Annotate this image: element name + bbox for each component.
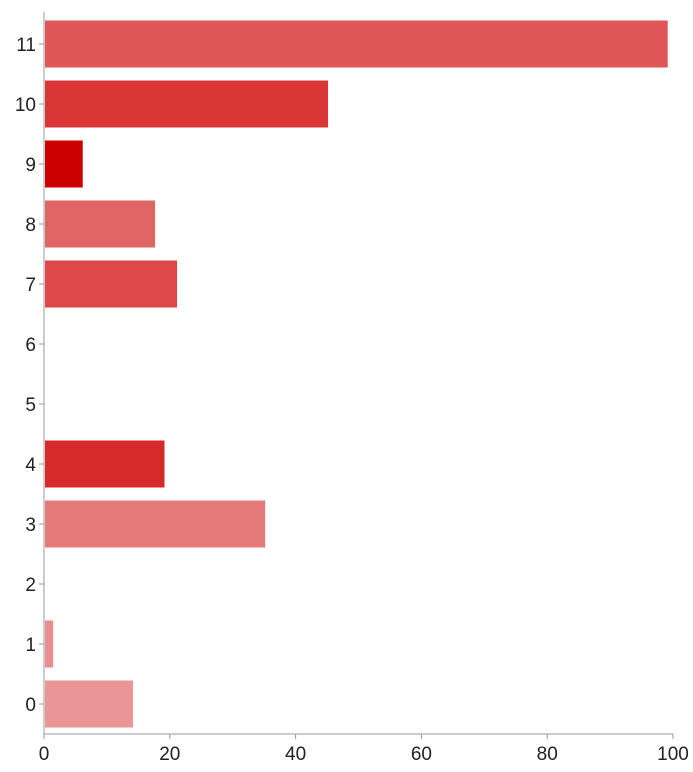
bars-layer xyxy=(45,20,668,728)
bar-7 xyxy=(45,260,178,308)
bar-9 xyxy=(45,140,83,188)
x-tick-label-60: 60 xyxy=(411,744,432,765)
y-tick-label-7: 7 xyxy=(25,275,36,296)
y-tick-label-3: 3 xyxy=(25,515,36,536)
x-tick-label-100: 100 xyxy=(657,744,689,765)
y-tick-label-10: 10 xyxy=(15,95,36,116)
bar-3 xyxy=(45,500,266,548)
y-tick-label-1: 1 xyxy=(25,635,36,656)
x-tick-label-80: 80 xyxy=(537,744,558,765)
y-tick-label-6: 6 xyxy=(25,335,36,356)
y-tick-label-0: 0 xyxy=(25,695,36,716)
bar-10 xyxy=(45,80,329,128)
y-tick-label-9: 9 xyxy=(25,155,36,176)
x-tick-label-40: 40 xyxy=(285,744,306,765)
bar-11 xyxy=(45,20,668,68)
y-tick-label-2: 2 xyxy=(25,575,36,596)
y-tick-label-11: 11 xyxy=(16,35,36,56)
bar-8 xyxy=(45,200,156,248)
y-tick-label-5: 5 xyxy=(25,395,36,416)
y-tick-label-8: 8 xyxy=(25,215,36,236)
x-tick-label-20: 20 xyxy=(159,744,180,765)
axes-layer xyxy=(39,12,674,739)
x-tick-label-0: 0 xyxy=(39,744,50,765)
bar-0 xyxy=(45,680,134,728)
bar-4 xyxy=(45,440,165,488)
bar-1 xyxy=(45,620,54,668)
y-tick-label-4: 4 xyxy=(25,455,36,476)
